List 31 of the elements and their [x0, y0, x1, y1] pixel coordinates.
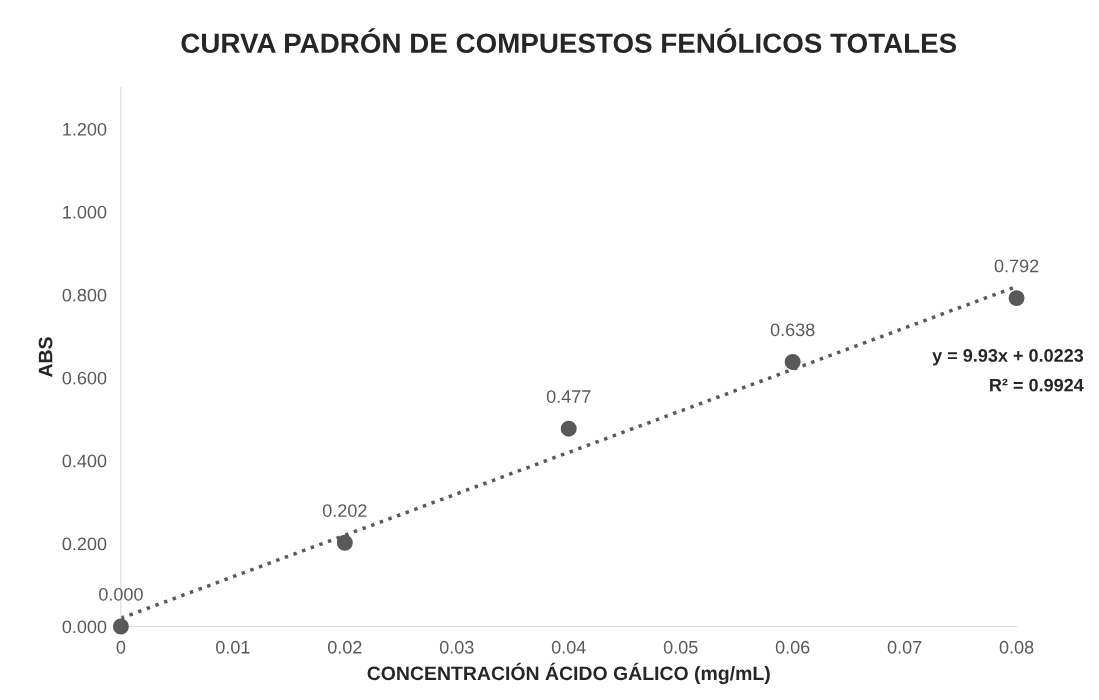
y-axis-title: ABS	[38, 337, 53, 378]
x-axis-title: CONCENTRACIÓN ÁCIDO GÁLICO (mg/mL)	[367, 662, 770, 685]
point	[560, 420, 577, 437]
point	[784, 353, 801, 370]
y-tick-label: 1.000	[63, 205, 107, 219]
x-tick-label: 0.08	[999, 640, 1034, 654]
data-label: 0.792	[994, 259, 1039, 273]
x-tick-label: 0.02	[327, 640, 362, 654]
x-tick-label: 0.03	[439, 640, 474, 654]
y-tick-label: 1.200	[63, 122, 107, 136]
y-tick-label: 0.400	[62, 454, 107, 468]
data-label: 0.477	[546, 390, 591, 403]
data-label: 0.202	[322, 504, 367, 517]
x-tick-label: 0.05	[663, 640, 698, 654]
annotation: R² = 0.9924	[990, 378, 1084, 392]
point	[336, 534, 353, 551]
chart-title: CURVA PADRÓN DE COMPUESTOS FENÓLICOS TOTALES	[181, 28, 957, 54]
x-tick-label: 0.07	[887, 640, 922, 654]
y-tick-label: 0.000	[62, 620, 107, 634]
y-tick-label: 0.200	[62, 537, 107, 551]
data-label: 0.638	[770, 323, 815, 337]
annotation: y = 9.93x + 0.0223	[932, 349, 1084, 366]
x-tick-label: 0	[116, 640, 126, 654]
point	[1008, 290, 1025, 307]
x-tick-label: 0.04	[551, 640, 586, 654]
x-tick-label: 0.06	[775, 640, 810, 654]
y-tick-label: 0.600	[62, 371, 107, 385]
y-tick-label: 0.800	[62, 288, 107, 302]
data-label: 0.000	[99, 587, 143, 601]
x-tick-label: 0.01	[215, 640, 250, 654]
point	[112, 618, 129, 635]
